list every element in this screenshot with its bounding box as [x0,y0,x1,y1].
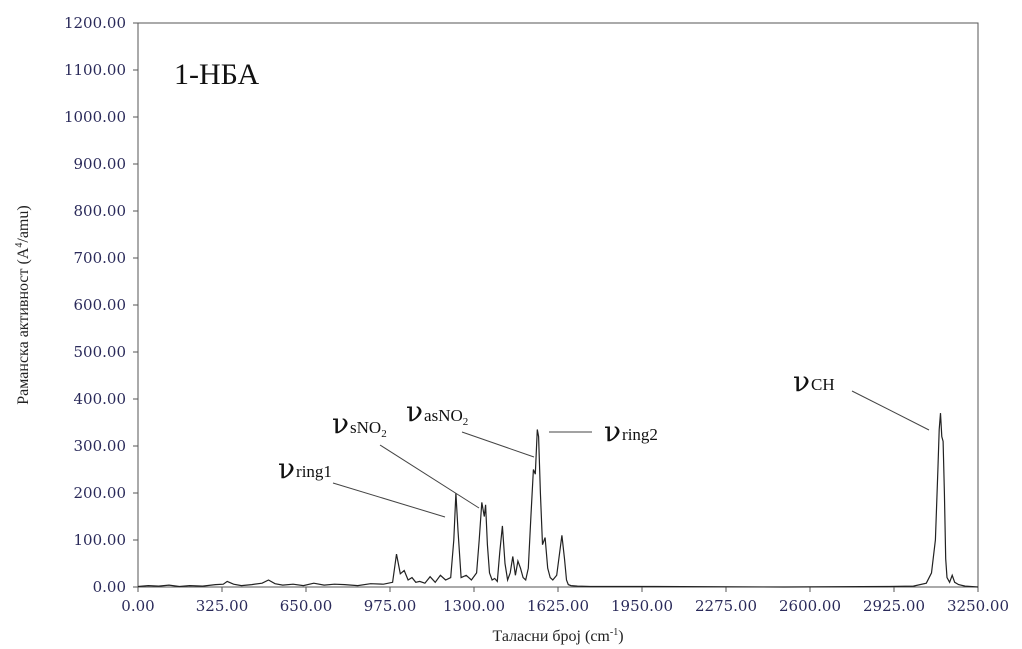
x-tick-label: 1625.00 [527,597,589,615]
y-tick-label: 1000.00 [64,108,126,126]
x-axis-title: Таласни број (cm-1) [492,627,623,645]
annotation-sno2: νsNO2 [332,407,480,509]
annotation-ch-label: νCH [793,365,835,398]
x-tick-label: 975.00 [364,597,417,615]
annotation-asno2-label: νasNO2 [406,395,468,428]
y-tick-label: 100.00 [74,531,127,549]
annotation-ring2: νring2 [549,415,658,448]
x-tick-label: 2600.00 [779,597,841,615]
annotation-ch: νCH [793,365,930,431]
x-tick-label: 325.00 [196,597,249,615]
y-axis-ticks: 0.00 100.00 200.00 300.00 400.00 500.00 600.00… [64,14,138,596]
chart-title: 1-НБА [174,58,259,91]
annotation-ring2-label: νring2 [604,415,658,448]
annotation-sno2-label: νsNO2 [332,407,387,440]
annotation-ch-leader [851,390,930,431]
y-axis-title: Раманска активност (A4/amu) [14,205,32,404]
y-tick-label: 700.00 [74,249,127,267]
y-tick-label: 300.00 [74,437,127,455]
y-tick-label: 1100.00 [64,61,126,79]
annotation-ring1-leader [332,482,446,518]
annotation-ring1: νring1 [278,452,446,518]
annotation-sno2-leader [379,444,480,509]
x-tick-label: 1950.00 [611,597,673,615]
x-tick-label: 1300.00 [443,597,505,615]
x-tick-label: 2275.00 [695,597,757,615]
y-tick-label: 0.00 [93,578,126,596]
plot-frame [137,22,979,588]
x-axis-title-superscript: -1 [610,627,618,638]
spectrum-line [137,413,979,588]
annotation-ring1-label: νring1 [278,452,332,485]
x-tick-label: 0.00 [121,597,154,615]
x-axis-ticks: 0.00 325.00 650.00 975.00 1300.00 1625.00 1950… [121,587,1009,615]
x-tick-label: 650.00 [280,597,333,615]
y-tick-label: 400.00 [74,390,127,408]
y-tick-label: 1200.00 [64,14,126,32]
annotation-asno2-leader [461,431,535,458]
y-tick-label: 800.00 [74,202,127,220]
y-tick-label: 200.00 [74,484,127,502]
y-tick-label: 500.00 [74,343,127,361]
y-tick-label: 600.00 [74,296,127,314]
y-axis-title-superscript: 4 [14,243,25,248]
annotation-asno2: νasNO2 [406,395,535,458]
x-tick-label: 3250.00 [947,597,1009,615]
x-tick-label: 2925.00 [863,597,925,615]
y-tick-label: 900.00 [74,155,127,173]
